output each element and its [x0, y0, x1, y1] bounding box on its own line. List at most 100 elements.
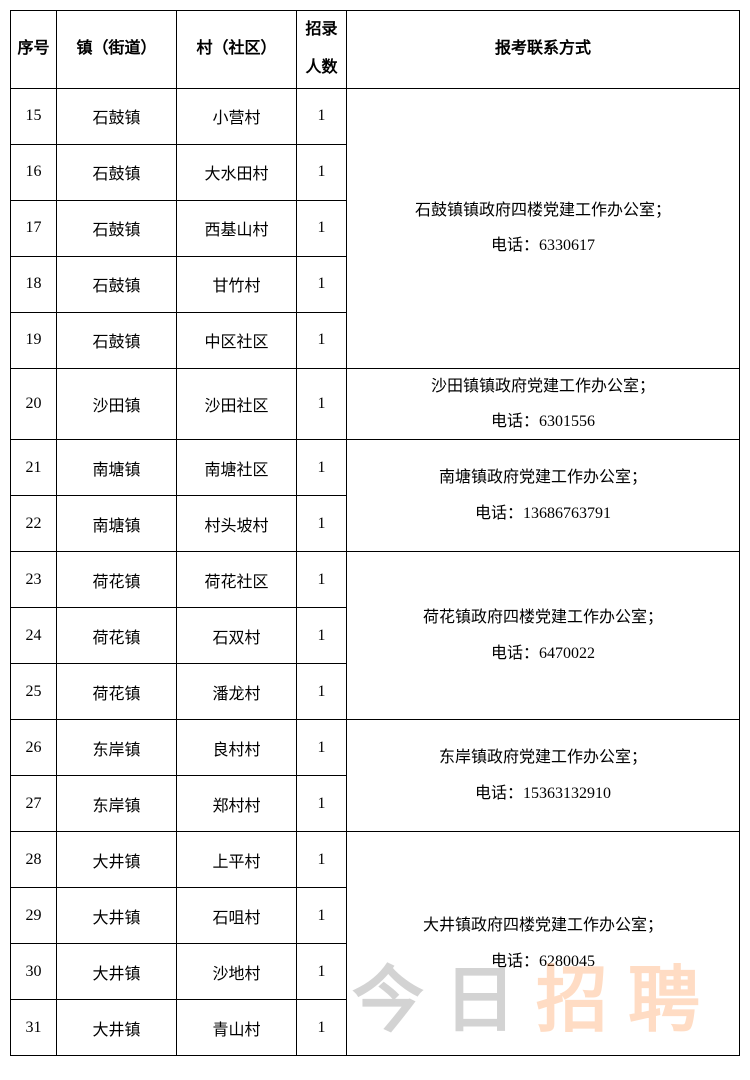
table-row: 23荷花镇荷花社区1荷花镇政府四楼党建工作办公室；电话：6470022 — [11, 552, 740, 608]
table-container: 序号 镇（街道） 村（社区） 招录人数 报考联系方式 15石鼓镇小营村1石鼓镇镇… — [10, 10, 740, 1056]
cell-count: 1 — [297, 1000, 347, 1056]
cell-count: 1 — [297, 496, 347, 552]
contact-line1: 大井镇政府四楼党建工作办公室； — [347, 908, 739, 943]
contact-line2: 电话：6470022 — [347, 636, 739, 671]
cell-village: 沙田社区 — [177, 368, 297, 439]
header-town: 镇（街道） — [57, 11, 177, 89]
cell-town: 大井镇 — [57, 944, 177, 1000]
cell-village: 村头坡村 — [177, 496, 297, 552]
cell-count: 1 — [297, 440, 347, 496]
cell-town: 大井镇 — [57, 1000, 177, 1056]
table-row: 28大井镇上平村1大井镇政府四楼党建工作办公室；电话：6280045 — [11, 832, 740, 888]
table-row: 20沙田镇沙田社区1沙田镇镇政府党建工作办公室；电话：6301556 — [11, 368, 740, 439]
cell-seq: 21 — [11, 440, 57, 496]
header-count-text: 招录人数 — [297, 11, 346, 88]
cell-village: 西基山村 — [177, 200, 297, 256]
cell-count: 1 — [297, 720, 347, 776]
table-row: 21南塘镇南塘社区1南塘镇政府党建工作办公室；电话：13686763791 — [11, 440, 740, 496]
cell-contact: 东岸镇政府党建工作办公室；电话：15363132910 — [347, 720, 740, 832]
cell-village: 郑村村 — [177, 776, 297, 832]
cell-contact: 荷花镇政府四楼党建工作办公室；电话：6470022 — [347, 552, 740, 720]
cell-village: 荷花社区 — [177, 552, 297, 608]
cell-contact: 沙田镇镇政府党建工作办公室；电话：6301556 — [347, 368, 740, 439]
cell-town: 石鼓镇 — [57, 256, 177, 312]
table-row: 26东岸镇良村村1东岸镇政府党建工作办公室；电话：15363132910 — [11, 720, 740, 776]
table-row: 15石鼓镇小营村1石鼓镇镇政府四楼党建工作办公室；电话：6330617 — [11, 88, 740, 144]
cell-seq: 16 — [11, 144, 57, 200]
cell-village: 石双村 — [177, 608, 297, 664]
cell-count: 1 — [297, 552, 347, 608]
contact-line2: 电话：6330617 — [347, 228, 739, 263]
contact-line2: 电话：6301556 — [347, 404, 739, 439]
cell-town: 荷花镇 — [57, 608, 177, 664]
cell-seq: 15 — [11, 88, 57, 144]
cell-town: 南塘镇 — [57, 496, 177, 552]
cell-town: 大井镇 — [57, 832, 177, 888]
cell-town: 南塘镇 — [57, 440, 177, 496]
cell-count: 1 — [297, 944, 347, 1000]
cell-village: 中区社区 — [177, 312, 297, 368]
header-contact: 报考联系方式 — [347, 11, 740, 89]
contact-line2: 电话：13686763791 — [347, 496, 739, 531]
cell-seq: 28 — [11, 832, 57, 888]
cell-contact: 南塘镇政府党建工作办公室；电话：13686763791 — [347, 440, 740, 552]
cell-seq: 17 — [11, 200, 57, 256]
cell-seq: 23 — [11, 552, 57, 608]
contact-line1: 南塘镇政府党建工作办公室； — [347, 460, 739, 495]
cell-seq: 30 — [11, 944, 57, 1000]
cell-village: 南塘社区 — [177, 440, 297, 496]
header-seq: 序号 — [11, 11, 57, 89]
cell-seq: 31 — [11, 1000, 57, 1056]
cell-seq: 27 — [11, 776, 57, 832]
cell-count: 1 — [297, 664, 347, 720]
cell-count: 1 — [297, 144, 347, 200]
cell-seq: 29 — [11, 888, 57, 944]
cell-seq: 22 — [11, 496, 57, 552]
cell-town: 石鼓镇 — [57, 88, 177, 144]
header-count: 招录人数 — [297, 11, 347, 89]
cell-seq: 24 — [11, 608, 57, 664]
contact-line2: 电话：6280045 — [347, 944, 739, 979]
cell-count: 1 — [297, 776, 347, 832]
cell-village: 上平村 — [177, 832, 297, 888]
cell-village: 石咀村 — [177, 888, 297, 944]
cell-town: 东岸镇 — [57, 776, 177, 832]
cell-count: 1 — [297, 88, 347, 144]
cell-count: 1 — [297, 888, 347, 944]
cell-count: 1 — [297, 200, 347, 256]
cell-village: 大水田村 — [177, 144, 297, 200]
contact-line2: 电话：15363132910 — [347, 776, 739, 811]
cell-seq: 19 — [11, 312, 57, 368]
cell-seq: 26 — [11, 720, 57, 776]
header-row: 序号 镇（街道） 村（社区） 招录人数 报考联系方式 — [11, 11, 740, 89]
cell-town: 大井镇 — [57, 888, 177, 944]
cell-town: 沙田镇 — [57, 368, 177, 439]
cell-seq: 18 — [11, 256, 57, 312]
cell-seq: 25 — [11, 664, 57, 720]
cell-village: 青山村 — [177, 1000, 297, 1056]
cell-town: 东岸镇 — [57, 720, 177, 776]
cell-town: 石鼓镇 — [57, 312, 177, 368]
table-body: 15石鼓镇小营村1石鼓镇镇政府四楼党建工作办公室；电话：633061716石鼓镇… — [11, 88, 740, 1055]
recruitment-table: 序号 镇（街道） 村（社区） 招录人数 报考联系方式 15石鼓镇小营村1石鼓镇镇… — [10, 10, 740, 1056]
contact-line1: 石鼓镇镇政府四楼党建工作办公室； — [347, 193, 739, 228]
cell-count: 1 — [297, 256, 347, 312]
cell-seq: 20 — [11, 368, 57, 439]
cell-village: 甘竹村 — [177, 256, 297, 312]
cell-town: 石鼓镇 — [57, 144, 177, 200]
cell-count: 1 — [297, 608, 347, 664]
cell-contact: 石鼓镇镇政府四楼党建工作办公室；电话：6330617 — [347, 88, 740, 368]
cell-village: 潘龙村 — [177, 664, 297, 720]
cell-village: 良村村 — [177, 720, 297, 776]
cell-contact: 大井镇政府四楼党建工作办公室；电话：6280045 — [347, 832, 740, 1056]
contact-line1: 东岸镇政府党建工作办公室； — [347, 740, 739, 775]
header-village: 村（社区） — [177, 11, 297, 89]
cell-town: 荷花镇 — [57, 552, 177, 608]
cell-town: 荷花镇 — [57, 664, 177, 720]
contact-line1: 沙田镇镇政府党建工作办公室； — [347, 369, 739, 404]
cell-count: 1 — [297, 832, 347, 888]
cell-village: 小营村 — [177, 88, 297, 144]
cell-village: 沙地村 — [177, 944, 297, 1000]
cell-count: 1 — [297, 368, 347, 439]
cell-count: 1 — [297, 312, 347, 368]
